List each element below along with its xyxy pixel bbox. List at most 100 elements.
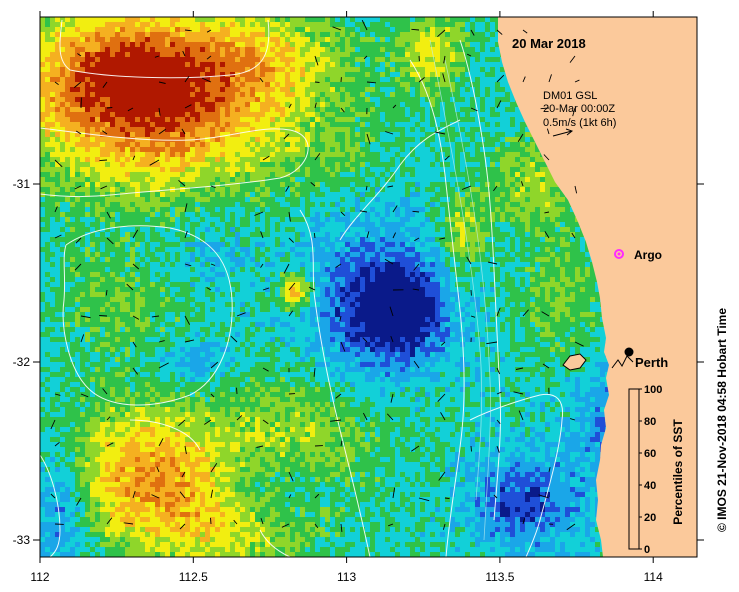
sst-cell (235, 67, 240, 72)
sst-cell (165, 127, 170, 132)
sst-cell (320, 137, 325, 142)
sst-cell (505, 197, 510, 202)
sst-cell (40, 27, 45, 32)
sst-cell (100, 67, 105, 72)
sst-cell (70, 102, 75, 107)
sst-cell (290, 82, 295, 87)
sst-cell (120, 167, 125, 172)
sst-cell (200, 97, 205, 102)
sst-cell (275, 52, 280, 57)
sst-cell (205, 77, 210, 82)
sst-cell (160, 67, 165, 72)
sst-cell (530, 192, 535, 197)
sst-cell (480, 72, 485, 77)
sst-cell (325, 162, 330, 167)
sst-cell (455, 42, 460, 47)
sst-cell (75, 107, 80, 112)
sst-cell (305, 192, 310, 197)
sst-cell (175, 197, 180, 202)
sst-cell (450, 202, 455, 207)
sst-cell (40, 87, 45, 92)
sst-cell (225, 132, 230, 137)
sst-cell (415, 77, 420, 82)
sst-cell (215, 197, 220, 202)
sst-cell (45, 152, 50, 157)
sst-cell (75, 182, 80, 187)
sst-cell (150, 172, 155, 177)
sst-cell (390, 62, 395, 67)
sst-cell (495, 62, 500, 67)
sst-cell (435, 147, 440, 152)
sst-cell (495, 57, 500, 62)
sst-cell (490, 157, 495, 162)
sst-cell (435, 82, 440, 87)
sst-cell (445, 107, 450, 112)
sst-cell (445, 17, 450, 22)
sst-cell (405, 202, 410, 207)
sst-cell (125, 37, 130, 42)
sst-cell (480, 122, 485, 127)
sst-cell (485, 187, 490, 192)
sst-cell (405, 37, 410, 42)
sst-cell (425, 22, 430, 27)
sst-cell (250, 137, 255, 142)
sst-cell (70, 52, 75, 57)
sst-cell (420, 127, 425, 132)
sst-cell (235, 182, 240, 187)
sst-cell (410, 192, 415, 197)
sst-cell (160, 87, 165, 92)
sst-cell (410, 97, 415, 102)
sst-cell (190, 162, 195, 167)
sst-cell (75, 117, 80, 122)
sst-cell (255, 72, 260, 77)
sst-cell (170, 157, 175, 162)
sst-cell (420, 27, 425, 32)
sst-cell (435, 62, 440, 67)
sst-cell (510, 157, 515, 162)
sst-cell (345, 22, 350, 27)
sst-cell (305, 47, 310, 52)
sst-cell (300, 87, 305, 92)
sst-cell (170, 122, 175, 127)
sst-cell (205, 82, 210, 87)
sst-cell (325, 182, 330, 187)
sst-cell (400, 102, 405, 107)
sst-cell (125, 17, 130, 22)
sst-cell (110, 42, 115, 47)
sst-cell (475, 82, 480, 87)
sst-cell (180, 192, 185, 197)
sst-cell (400, 202, 405, 207)
sst-cell (220, 162, 225, 167)
sst-cell (360, 132, 365, 137)
sst-cell (285, 147, 290, 152)
sst-cell (240, 192, 245, 197)
sst-cell (365, 167, 370, 172)
sst-cell (395, 177, 400, 182)
sst-cell (70, 17, 75, 22)
sst-cell (90, 112, 95, 117)
sst-cell (235, 137, 240, 142)
sst-cell (90, 37, 95, 42)
sst-cell (340, 62, 345, 67)
sst-cell (130, 197, 135, 202)
sst-cell (160, 17, 165, 22)
sst-cell (245, 172, 250, 177)
sst-cell (285, 62, 290, 67)
sst-cell (120, 147, 125, 152)
sst-cell (95, 117, 100, 122)
sst-cell (460, 92, 465, 97)
sst-cell (320, 167, 325, 172)
sst-cell (185, 52, 190, 57)
sst-cell (485, 27, 490, 32)
sst-cell (125, 172, 130, 177)
sst-cell (390, 102, 395, 107)
sst-cell (305, 32, 310, 37)
sst-cell (40, 157, 45, 162)
sst-cell (325, 17, 330, 22)
sst-cell (420, 137, 425, 142)
sst-cell (45, 22, 50, 27)
sst-cell (260, 107, 265, 112)
sst-cell (415, 47, 420, 52)
sst-cell (110, 67, 115, 72)
sst-cell (220, 152, 225, 157)
